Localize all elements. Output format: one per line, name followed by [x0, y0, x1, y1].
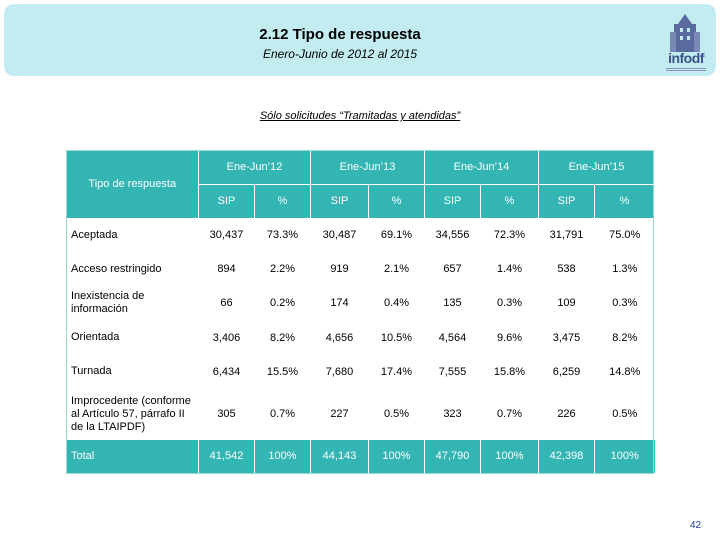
total-row: Total 41,542 100% 44,143 100% 47,790 100% 42,39… — [66, 439, 655, 475]
table-row: Turnada 6,434 15.5% 7,680 17.4% 7,555 15.8% 6,2… — [66, 354, 655, 390]
corner-header: Tipo de respuesta — [66, 150, 199, 219]
percent-cell: 72.3% — [480, 218, 539, 253]
percent-cell: 0.2% — [254, 286, 311, 322]
row-label: Improcedente (conforme al Artículo 57, p… — [66, 388, 199, 440]
sip-subheader: SIP — [424, 184, 481, 219]
filter-note: Sólo solicitudes “Tramitadas y atendidas… — [259, 110, 461, 122]
row-label: Acceso restringido — [66, 252, 199, 287]
row-label: Inexistencia de información — [66, 286, 199, 322]
percent-cell: 0.3% — [594, 286, 655, 322]
building-icon — [670, 14, 700, 52]
row-label: Orientada — [66, 320, 199, 356]
sip-cell: 44,143 — [310, 439, 369, 475]
infodf-logo: infodf — [660, 12, 710, 74]
percent-cell: 10.5% — [368, 320, 425, 356]
sip-cell: 657 — [424, 252, 481, 287]
sip-subheader: SIP — [538, 184, 595, 219]
percent-cell: 8.2% — [254, 320, 311, 356]
sip-cell: 305 — [198, 388, 255, 440]
percent-cell: 73.3% — [254, 218, 311, 253]
sip-cell: 7,680 — [310, 354, 369, 390]
sip-cell: 538 — [538, 252, 595, 287]
sip-cell: 42,398 — [538, 439, 595, 475]
table-row: Aceptada 30,437 73.3% 30,487 69.1% 34,556 72.3… — [66, 218, 655, 253]
sip-cell: 109 — [538, 286, 595, 322]
slide-title: 2.12 Tipo de respuesta — [259, 26, 421, 43]
percent-cell: 15.5% — [254, 354, 311, 390]
percent-cell: 15.8% — [480, 354, 539, 390]
percent-cell: 100% — [594, 439, 655, 475]
sip-cell: 894 — [198, 252, 255, 287]
sip-cell: 3,475 — [538, 320, 595, 356]
sip-cell: 7,555 — [424, 354, 481, 390]
sip-cell: 41,542 — [198, 439, 255, 475]
percent-cell: 0.4% — [368, 286, 425, 322]
sip-cell: 3,406 — [198, 320, 255, 356]
table-row: Acceso restringido 894 2.2% 919 2.1% 657 1.4% 5… — [66, 252, 655, 287]
period-header: Ene-Jun’14 — [424, 150, 539, 185]
percent-cell: 17.4% — [368, 354, 425, 390]
header-band: 2.12 Tipo de respuesta Enero-Junio de 20… — [4, 4, 716, 76]
period-header: Ene-Jun’15 — [538, 150, 655, 185]
percent-subheader: % — [480, 184, 539, 219]
row-label: Turnada — [66, 354, 199, 390]
percent-cell: 75.0% — [594, 218, 655, 253]
percent-cell: 9.6% — [480, 320, 539, 356]
percent-cell: 0.7% — [480, 388, 539, 440]
sip-cell: 174 — [310, 286, 369, 322]
period-header: Ene-Jun’12 — [198, 150, 311, 185]
sip-cell: 30,487 — [310, 218, 369, 253]
sip-cell: 31,791 — [538, 218, 595, 253]
sip-subheader: SIP — [310, 184, 369, 219]
percent-cell: 1.4% — [480, 252, 539, 287]
sip-cell: 135 — [424, 286, 481, 322]
sip-subheader: SIP — [198, 184, 255, 219]
percent-cell: 69.1% — [368, 218, 425, 253]
response-type-table: Tipo de respuesta Ene-Jun’12 Ene-Jun’13 … — [66, 150, 655, 475]
percent-cell: 14.8% — [594, 354, 655, 390]
percent-subheader: % — [254, 184, 311, 219]
percent-subheader: % — [368, 184, 425, 219]
percent-cell: 100% — [254, 439, 311, 475]
sip-cell: 323 — [424, 388, 481, 440]
logo-caption-lines — [666, 68, 706, 73]
slide-subtitle: Enero-Junio de 2012 al 2015 — [262, 47, 418, 61]
sip-cell: 227 — [310, 388, 369, 440]
percent-cell: 100% — [480, 439, 539, 475]
sip-cell: 6,434 — [198, 354, 255, 390]
sip-cell: 30,437 — [198, 218, 255, 253]
period-header: Ene-Jun’13 — [310, 150, 425, 185]
sip-cell: 4,656 — [310, 320, 369, 356]
percent-cell: 8.2% — [594, 320, 655, 356]
row-label: Aceptada — [66, 218, 199, 253]
percent-cell: 0.5% — [594, 388, 655, 440]
percent-cell: 2.1% — [368, 252, 425, 287]
sip-cell: 4,564 — [424, 320, 481, 356]
percent-cell: 2.2% — [254, 252, 311, 287]
logo-text: infodf — [668, 50, 704, 66]
sip-cell: 47,790 — [424, 439, 481, 475]
table-row: Improcedente (conforme al Artículo 57, p… — [66, 388, 655, 440]
percent-cell: 1.3% — [594, 252, 655, 287]
sip-cell: 66 — [198, 286, 255, 322]
percent-cell: 0.3% — [480, 286, 539, 322]
table-body: Aceptada 30,437 73.3% 30,487 69.1% 34,556 72.3… — [66, 218, 655, 475]
table-row: Inexistencia de información 66 0.2% 174 0.4%… — [66, 286, 655, 322]
sip-cell: 226 — [538, 388, 595, 440]
percent-cell: 100% — [368, 439, 425, 475]
table-row: Orientada 3,406 8.2% 4,656 10.5% 4,564 9.6% 3,4… — [66, 320, 655, 356]
percent-subheader: % — [594, 184, 655, 219]
percent-cell: 0.7% — [254, 388, 311, 440]
percent-cell: 0.5% — [368, 388, 425, 440]
row-label: Total — [66, 439, 199, 475]
sip-cell: 919 — [310, 252, 369, 287]
sip-cell: 6,259 — [538, 354, 595, 390]
sip-cell: 34,556 — [424, 218, 481, 253]
page-number: 42 — [690, 520, 702, 531]
